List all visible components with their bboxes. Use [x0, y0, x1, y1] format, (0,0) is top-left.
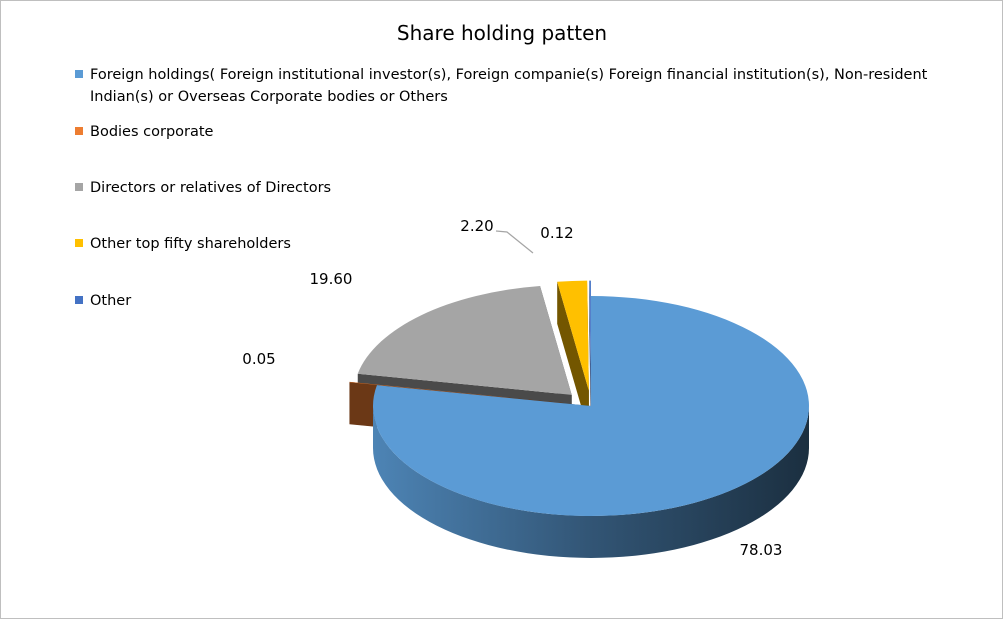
legend-label-foreign-holdings: Indian(s) or Overseas Corporate bodies o…: [90, 89, 448, 105]
legend-swatch-other: [75, 296, 83, 304]
legend-item-bodies-corporate: Bodies corporate: [75, 124, 214, 140]
pie-slice-foreign-holdings: [373, 296, 809, 558]
legend-label-other-top-fifty: Other top fifty shareholders: [90, 236, 291, 252]
pie-plot: [349, 280, 809, 558]
legend-item-directors: Directors or relatives of Directors: [75, 180, 331, 196]
data-label-foreign-holdings: 78.03: [740, 541, 783, 559]
data-label-bodies-corporate: 0.05: [242, 350, 275, 368]
data-label-directors: 19.60: [310, 270, 353, 288]
legend-label-other: Other: [90, 293, 131, 309]
data-label-other-top-fifty: 2.20: [460, 217, 493, 235]
data-label-other: 0.12: [540, 224, 573, 242]
legend-item-other-top-fifty: Other top fifty shareholders: [75, 236, 291, 252]
data-labels: 78.03 0.05 19.60 2.20 0.12: [242, 217, 782, 559]
legend-swatch-foreign-holdings: [75, 70, 83, 78]
legend-label-bodies-corporate: Bodies corporate: [90, 124, 214, 140]
leader-line: [495, 230, 534, 254]
legend-label-directors: Directors or relatives of Directors: [90, 180, 331, 196]
legend: Foreign holdings( Foreign institutional …: [75, 67, 928, 309]
legend-label-foreign-holdings: Foreign holdings( Foreign institutional …: [90, 67, 928, 83]
legend-swatch-directors: [75, 183, 83, 191]
pie-slice-other: [589, 280, 591, 433]
pie-slice-other-top-fifty: [557, 280, 589, 433]
legend-swatch-other-top-fifty: [75, 239, 83, 247]
legend-item-other: Other: [75, 293, 131, 309]
legend-item-foreign-holdings: Foreign holdings( Foreign institutional …: [75, 67, 928, 105]
legend-swatch-bodies-corporate: [75, 127, 83, 135]
chart-title: Share holding patten: [397, 21, 607, 45]
